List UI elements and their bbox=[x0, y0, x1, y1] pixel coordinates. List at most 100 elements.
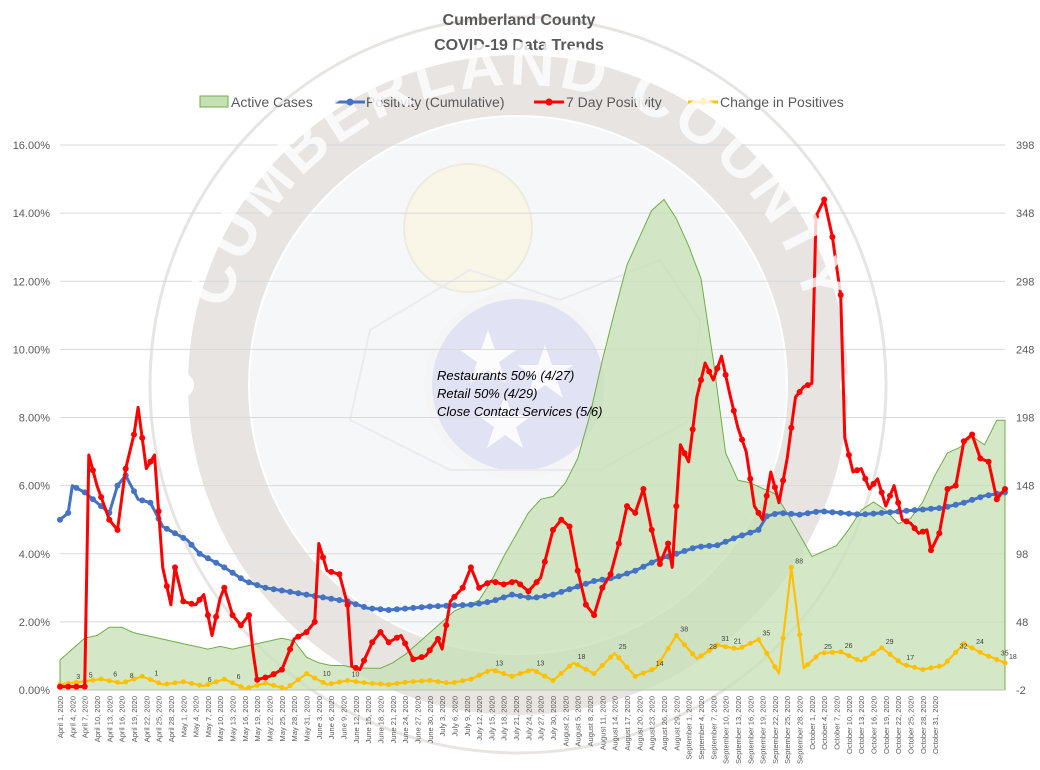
y-left-tick-label: 16.00% bbox=[13, 140, 51, 152]
change-in-positives-point bbox=[468, 676, 474, 682]
change-data-label: 88 bbox=[795, 558, 803, 565]
positivity-cumulative-point bbox=[451, 602, 458, 609]
change-data-label: 21 bbox=[734, 639, 742, 646]
7-day-positivity-point bbox=[467, 564, 474, 571]
positivity-cumulative-point bbox=[254, 582, 261, 589]
x-tick-label: October 7, 2020 bbox=[833, 696, 842, 750]
change-in-positives-point bbox=[838, 649, 844, 655]
positivity-cumulative-point bbox=[418, 604, 425, 611]
annotation-reopening: Restaurants 50% (4/27) Retail 50% (4/29)… bbox=[437, 368, 602, 419]
positivity-cumulative-point bbox=[492, 597, 499, 604]
7-day-positivity-point bbox=[278, 666, 285, 673]
7-day-positivity-point bbox=[311, 618, 318, 625]
change-in-positives-point bbox=[419, 678, 425, 684]
chart-title: Cumberland County bbox=[443, 12, 596, 29]
y-right-tick-label: 98 bbox=[1016, 549, 1028, 561]
change-in-positives-point bbox=[328, 681, 334, 687]
change-data-label: 38 bbox=[680, 627, 688, 634]
7-day-positivity-point bbox=[665, 540, 672, 547]
positivity-cumulative-point bbox=[393, 606, 400, 613]
positivity-cumulative-point bbox=[229, 569, 236, 576]
y-right-tick-label: -2 bbox=[1016, 685, 1026, 697]
7-day-positivity-point bbox=[221, 584, 228, 591]
positivity-cumulative-point bbox=[854, 511, 861, 518]
change-in-positives-point bbox=[608, 654, 614, 660]
change-in-positives-point bbox=[887, 651, 893, 657]
7-day-positivity-point bbox=[895, 499, 902, 506]
change-data-label: 24 bbox=[976, 639, 984, 646]
change-in-positives-point bbox=[517, 671, 523, 677]
change-in-positives-point bbox=[534, 669, 540, 675]
positivity-cumulative-point bbox=[352, 601, 359, 608]
change-in-positives-point bbox=[501, 671, 507, 677]
change-data-label: 18 bbox=[578, 654, 586, 661]
7-day-positivity-point bbox=[624, 503, 630, 510]
7-day-positivity-point bbox=[755, 509, 762, 516]
change-data-label: 29 bbox=[886, 639, 894, 646]
7-day-positivity-point bbox=[771, 484, 778, 491]
change-in-positives-point bbox=[197, 682, 203, 688]
x-tick-label: September 22, 2020 bbox=[771, 696, 780, 764]
change-in-positives-point bbox=[476, 672, 482, 678]
7-day-positivity-point bbox=[706, 368, 713, 375]
positivity-cumulative-point bbox=[114, 482, 121, 489]
7-day-positivity-point bbox=[131, 431, 137, 438]
7-day-positivity-point bbox=[591, 612, 598, 619]
positivity-cumulative-point bbox=[320, 594, 326, 601]
change-in-positives-point bbox=[780, 635, 786, 641]
7-day-positivity-point bbox=[837, 291, 844, 298]
x-tick-label: May 4, 2020 bbox=[192, 696, 201, 737]
positivity-cumulative-point bbox=[615, 573, 622, 580]
positivity-cumulative-point bbox=[237, 575, 244, 582]
7-day-positivity-point bbox=[435, 635, 441, 642]
x-tick-label: May 16, 2020 bbox=[241, 696, 250, 741]
change-in-positives-point bbox=[312, 675, 318, 681]
positivity-cumulative-point bbox=[435, 603, 441, 610]
x-tick-label: June 24, 2020 bbox=[401, 696, 410, 744]
positivity-cumulative-point bbox=[509, 591, 515, 598]
change-in-positives-point bbox=[287, 683, 293, 689]
y-right-tick-label: 198 bbox=[1016, 413, 1034, 425]
7-day-positivity-point bbox=[689, 426, 696, 433]
x-tick-label: October 4, 2020 bbox=[820, 696, 829, 750]
7-day-positivity-point bbox=[821, 196, 828, 203]
7-day-positivity-point bbox=[476, 584, 483, 591]
positivity-cumulative-point bbox=[582, 580, 589, 587]
x-tick-label: July 15, 2020 bbox=[487, 696, 496, 741]
positivity-cumulative-point bbox=[89, 496, 96, 503]
series-active-cases bbox=[59, 198, 1006, 691]
x-tick-label: August 8, 2020 bbox=[586, 696, 595, 746]
y-right-tick-label: 298 bbox=[1016, 276, 1034, 288]
x-axis-ticks: April 1, 2020 April 4, 2020 April 7, 2020 A… bbox=[56, 696, 940, 764]
positivity-cumulative-point bbox=[837, 509, 844, 516]
change-in-positives-point bbox=[953, 649, 959, 655]
positivity-cumulative-point bbox=[295, 590, 302, 597]
7-day-positivity-point bbox=[369, 639, 376, 646]
change-in-positives-point bbox=[616, 655, 622, 661]
7-day-positivity-point bbox=[804, 382, 811, 389]
change-in-positives-point bbox=[106, 678, 112, 684]
positivity-cumulative-point bbox=[476, 600, 483, 607]
change-in-positives-point bbox=[747, 640, 753, 646]
change-data-label: 8 bbox=[130, 673, 134, 680]
7-day-positivity-point bbox=[246, 612, 252, 619]
positivity-cumulative-point bbox=[673, 550, 680, 557]
7-day-positivity-point bbox=[977, 455, 984, 462]
7-day-positivity-point bbox=[993, 496, 1000, 503]
change-in-positives-point bbox=[969, 645, 975, 651]
7-day-positivity-point bbox=[385, 639, 392, 646]
change-in-positives-point bbox=[345, 678, 351, 683]
change-in-positives-point bbox=[402, 679, 408, 685]
change-in-positives-point bbox=[558, 670, 564, 676]
change-in-positives-point bbox=[254, 682, 260, 688]
legend: Active Cases Positivity (Cumulative) 7 D… bbox=[199, 94, 844, 110]
positivity-cumulative-point bbox=[402, 605, 409, 612]
y-left-tick-label: 2.00% bbox=[19, 617, 50, 629]
legend-label-positivity-cumulative: Positivity (Cumulative) bbox=[366, 94, 504, 110]
positivity-cumulative-point bbox=[829, 509, 836, 516]
7-day-positivity-point bbox=[393, 634, 400, 641]
change-in-positives-point bbox=[994, 657, 1000, 662]
change-in-positives-point bbox=[542, 673, 548, 679]
7-day-positivity-point bbox=[229, 612, 236, 619]
7-day-positivity-point bbox=[328, 568, 335, 575]
